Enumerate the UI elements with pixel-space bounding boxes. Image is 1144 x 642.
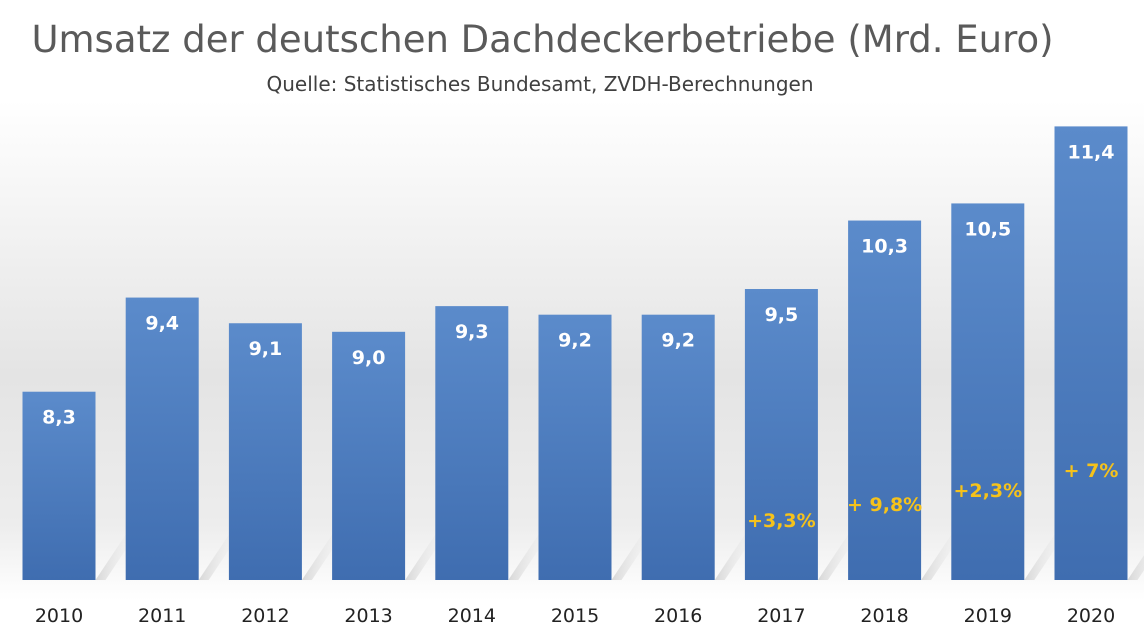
x-tick-label-2020: 2020: [1067, 605, 1115, 627]
bar-shadow: [301, 520, 342, 580]
bar-shadow: [198, 520, 239, 580]
x-tick-label-2017: 2017: [757, 605, 805, 627]
growth-label-2017: +3,3%: [747, 510, 816, 532]
bar-2017: [744, 289, 818, 580]
x-tick-label-2013: 2013: [344, 605, 392, 627]
value-label-2020: 11,4: [1068, 141, 1115, 163]
growth-label-2019: +2,3%: [953, 480, 1022, 502]
chart-subtitle: Quelle: Statistisches Bundesamt, ZVDH-Be…: [266, 72, 814, 96]
bar-shadow: [714, 520, 755, 580]
bar-2011: [125, 297, 199, 580]
bar-2019: [951, 203, 1025, 581]
bar-shadow: [508, 520, 549, 580]
bar-2018: [848, 220, 922, 581]
x-tick-label-2014: 2014: [448, 605, 496, 627]
x-tick-label-2011: 2011: [138, 605, 186, 627]
growth-label-2018: + 9,8%: [847, 494, 922, 516]
bar-shadow: [611, 520, 652, 580]
value-label-2016: 9,2: [661, 330, 695, 352]
value-label-2017: 9,5: [765, 304, 799, 326]
value-label-2011: 9,4: [145, 313, 179, 335]
bar-2014: [435, 306, 509, 580]
value-label-2014: 9,3: [455, 321, 489, 343]
x-tick-label-2015: 2015: [551, 605, 599, 627]
bar-2012: [228, 323, 302, 580]
bar-2015: [538, 314, 612, 580]
bar-2020: [1054, 126, 1128, 580]
bar-shadow: [1024, 520, 1065, 580]
value-label-2018: 10,3: [861, 236, 908, 258]
x-tick-label-2010: 2010: [35, 605, 83, 627]
growth-label-2020: + 7%: [1064, 460, 1119, 482]
value-label-2015: 9,2: [558, 330, 592, 352]
x-tick-label-2012: 2012: [241, 605, 289, 627]
chart-title: Umsatz der deutschen Dachdeckerbetriebe …: [31, 18, 1054, 61]
x-tick-label-2019: 2019: [964, 605, 1012, 627]
x-tick-label-2018: 2018: [860, 605, 908, 627]
bar-shadow: [921, 520, 962, 580]
value-label-2012: 9,1: [249, 338, 283, 360]
bar-shadow: [95, 520, 136, 580]
bar-shadow: [1127, 555, 1144, 580]
bar-shadow: [817, 520, 858, 580]
bar-2010: [22, 391, 96, 580]
value-label-2013: 9,0: [352, 347, 386, 369]
bar-2016: [641, 314, 715, 580]
value-label-2010: 8,3: [42, 407, 76, 429]
value-label-2019: 10,5: [964, 218, 1011, 240]
bar-2013: [332, 331, 406, 580]
x-tick-label-2016: 2016: [654, 605, 702, 627]
bar-shadow: [405, 520, 446, 580]
